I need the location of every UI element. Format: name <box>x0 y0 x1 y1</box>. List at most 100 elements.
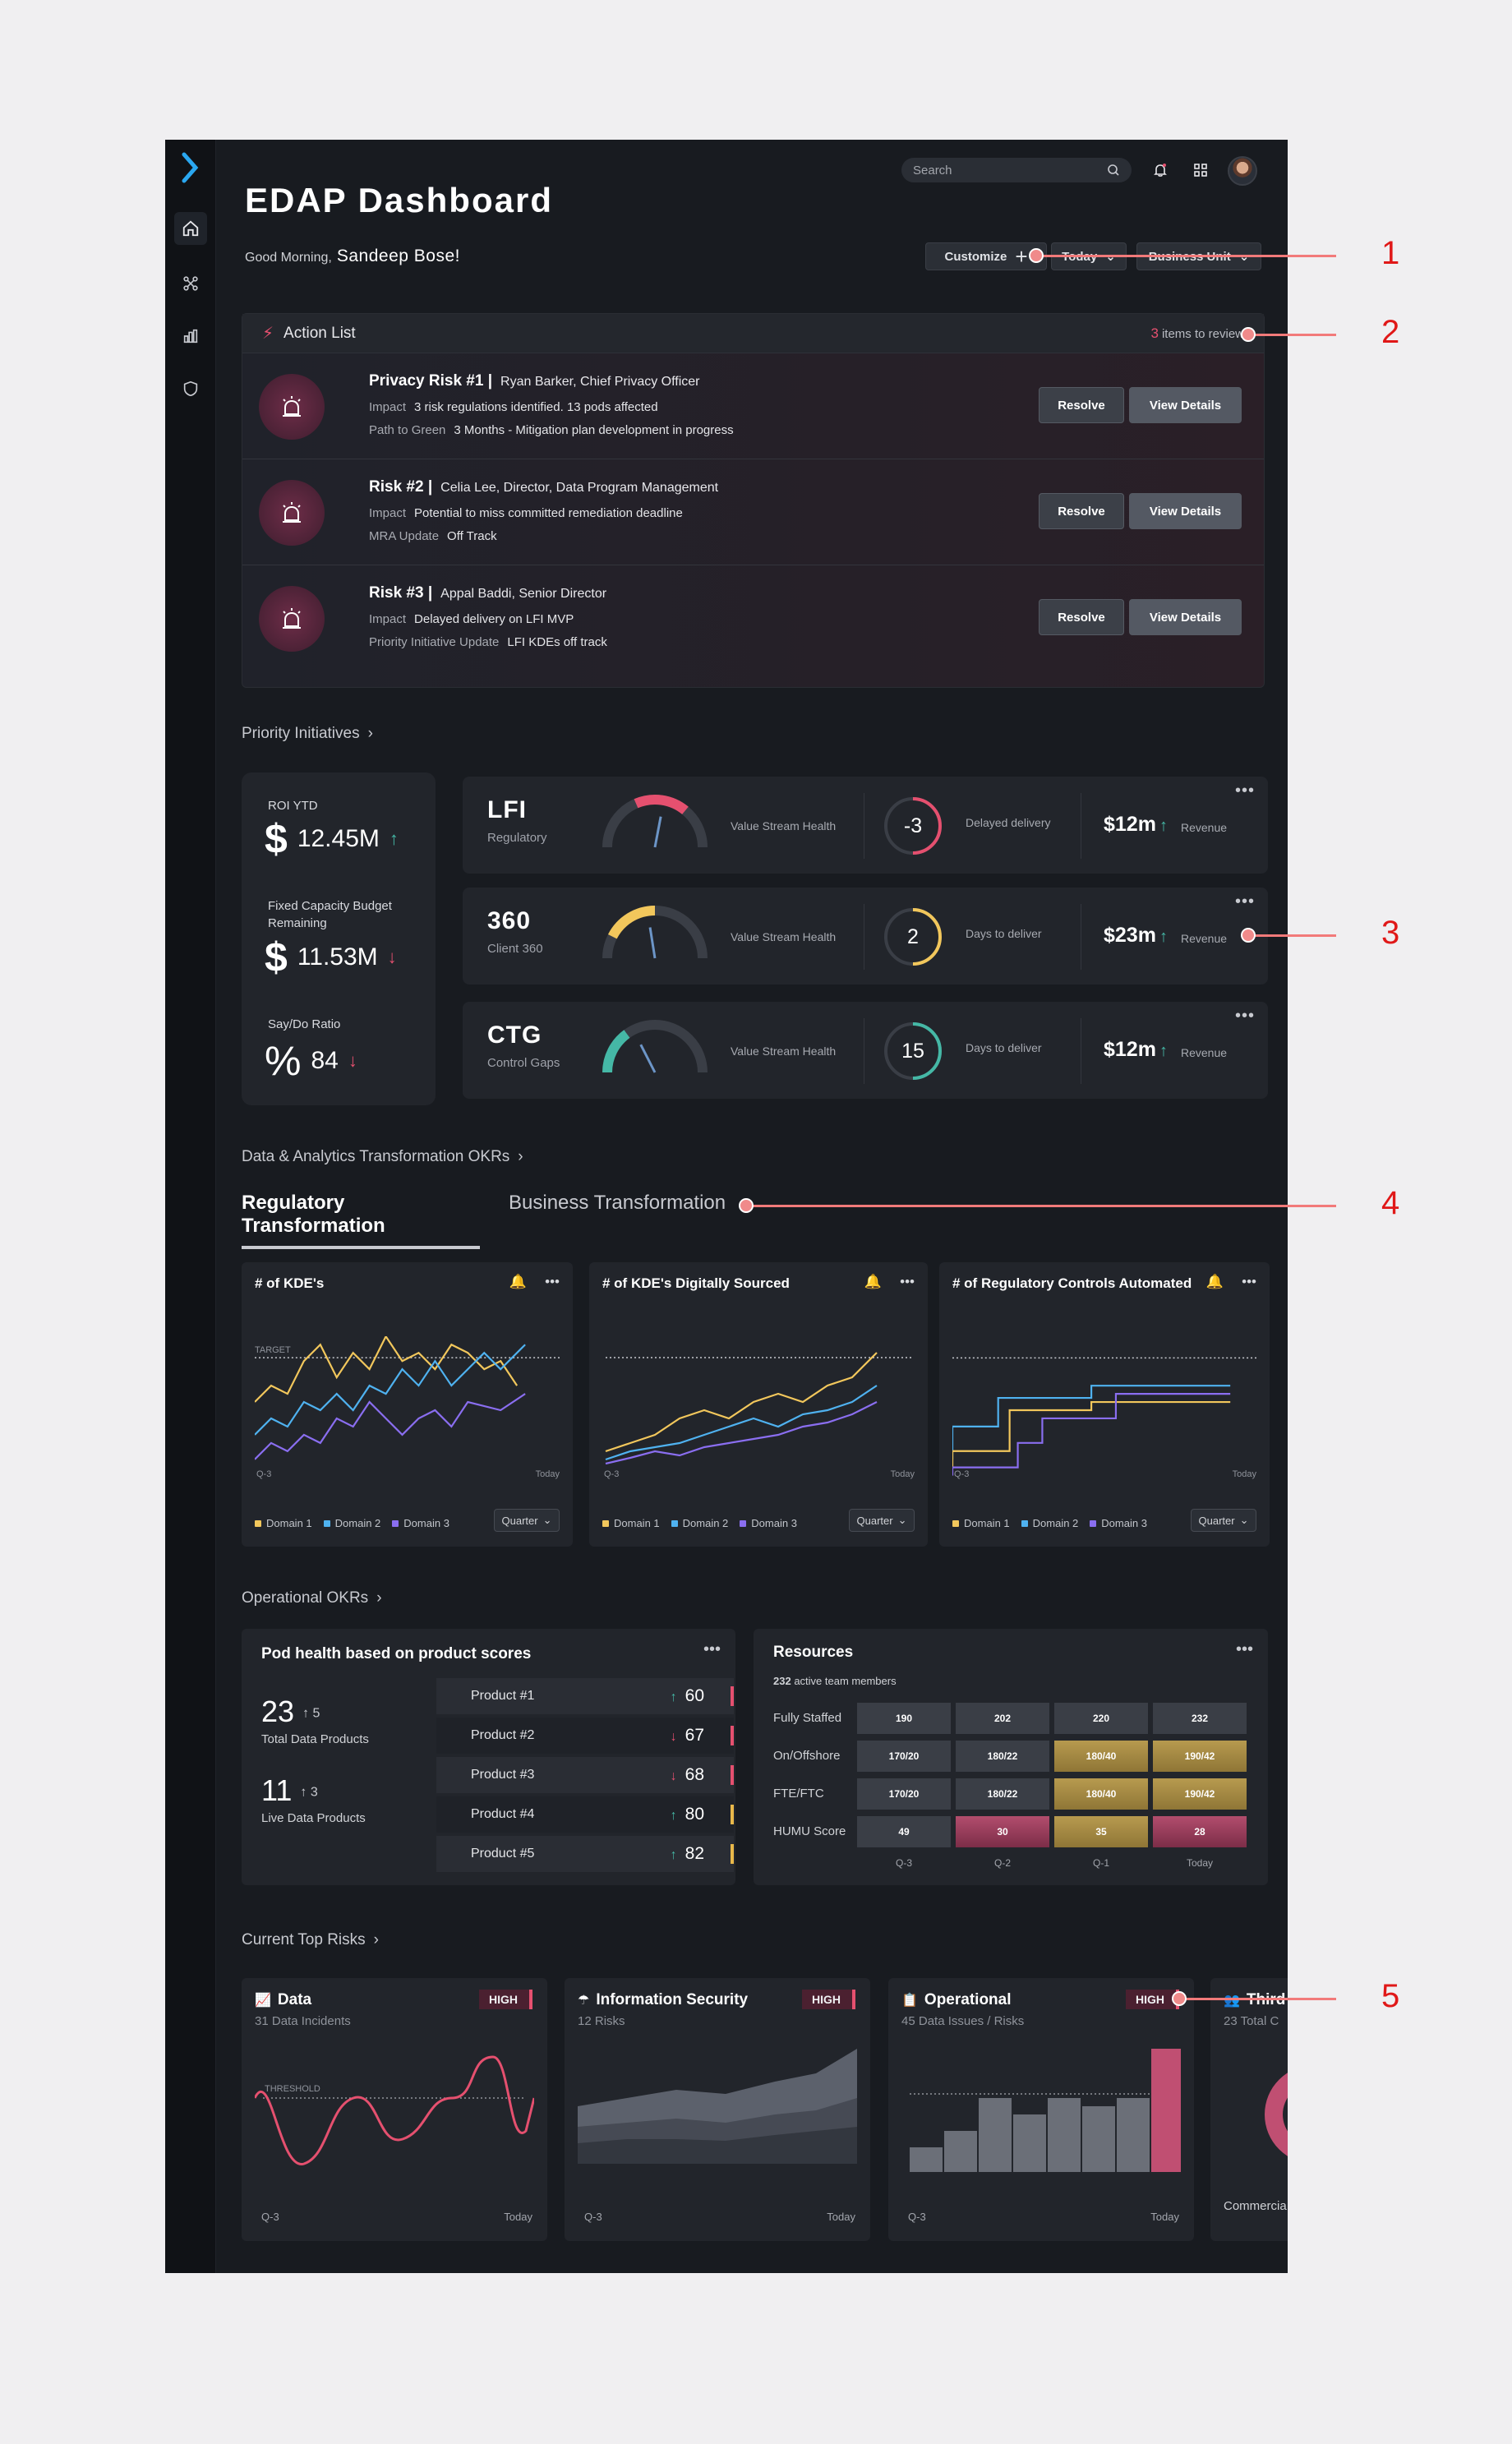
roi-summary-card: ROI YTD $12.45M ↑ Fixed Capacity Budget R… <box>242 772 436 1105</box>
bell-icon[interactable]: 🔔 <box>509 1274 527 1289</box>
quarter-dropdown[interactable]: Quarter ⌄ <box>494 1509 560 1532</box>
resource-cell[interactable]: 28 <box>1153 1816 1247 1847</box>
bell-icon[interactable]: 🔔 <box>864 1274 882 1289</box>
resource-cell[interactable]: 170/20 <box>857 1778 951 1810</box>
resolve-button[interactable]: Resolve <box>1039 493 1124 529</box>
x-start-label: Q-3 <box>604 1469 620 1479</box>
resolve-button[interactable]: Resolve <box>1039 387 1124 423</box>
top-risk-card[interactable]: 👥 Third 23 Total C Commercia <box>1210 1978 1288 2241</box>
product-score: ↑ 82 <box>671 1844 704 1864</box>
legend-label: Domain 3 <box>751 1517 797 1529</box>
legend-item[interactable]: Domain 3 <box>740 1517 797 1529</box>
legend-item[interactable]: Domain 1 <box>952 1517 1010 1529</box>
legend-item[interactable]: Domain 2 <box>1021 1517 1079 1529</box>
legend-item[interactable]: Domain 3 <box>392 1517 449 1529</box>
risk-card-name: Data <box>277 1991 312 2008</box>
more-icon[interactable]: ••• <box>1234 892 1255 911</box>
risk-card-title: 📈 Data <box>255 1991 311 2009</box>
legend-item[interactable]: Domain 2 <box>323 1517 380 1529</box>
search-input[interactable] <box>913 163 1107 178</box>
resource-cell[interactable]: 190/42 <box>1153 1741 1247 1772</box>
priority-initiatives-link[interactable]: Priority Initiatives › <box>242 725 373 743</box>
resource-cell[interactable]: 30 <box>956 1816 1049 1847</box>
more-icon[interactable]: ••• <box>1234 782 1255 800</box>
resource-cell[interactable]: 180/22 <box>956 1778 1049 1810</box>
view-details-button[interactable]: View Details <box>1129 387 1242 423</box>
revenue-value: $23m ↑ <box>1104 924 1168 948</box>
product-row[interactable]: Product #4 ↑ 80 <box>436 1796 734 1833</box>
legend-item[interactable]: Domain 3 <box>1090 1517 1147 1529</box>
legend-item[interactable]: Domain 1 <box>602 1517 660 1529</box>
arrow-down-icon: ↓ <box>348 1050 357 1071</box>
x-end-label: Today <box>890 1469 915 1479</box>
bell-icon[interactable]: 🔔 <box>1205 1274 1224 1289</box>
legend-item[interactable]: Domain 1 <box>255 1517 312 1529</box>
search-bar[interactable] <box>901 158 1132 182</box>
okr-line-chart <box>952 1357 1258 1476</box>
nav-home-icon[interactable] <box>174 212 207 245</box>
product-row[interactable]: Product #2 ↓ 67 <box>436 1718 734 1754</box>
more-icon[interactable]: ••• <box>1235 1640 1253 1658</box>
more-icon[interactable]: ••• <box>1242 1274 1256 1289</box>
resource-cell[interactable]: 35 <box>1054 1816 1148 1847</box>
more-icon[interactable]: ••• <box>545 1274 560 1289</box>
resource-cell[interactable]: 180/22 <box>956 1741 1049 1772</box>
legend-label: Domain 2 <box>1032 1517 1079 1529</box>
legend-item[interactable]: Domain 2 <box>671 1517 728 1529</box>
resource-cell[interactable]: 190 <box>857 1703 951 1734</box>
view-details-button[interactable]: View Details <box>1129 493 1242 529</box>
resource-cell[interactable]: 180/40 <box>1054 1741 1148 1772</box>
top-risk-card[interactable]: ☂ Information Security 12 Risks HIGH Q-3 Tod… <box>565 1978 870 2241</box>
more-icon[interactable]: ••• <box>1234 1007 1255 1025</box>
resource-cell[interactable]: 49 <box>857 1816 951 1847</box>
user-avatar[interactable] <box>1228 156 1257 186</box>
risk-bar <box>979 2098 1012 2172</box>
top-risks-link[interactable]: Current Top Risks › <box>242 1931 379 1949</box>
operational-okrs-link[interactable]: Operational OKRs › <box>242 1589 382 1607</box>
quarter-label: Quarter <box>856 1514 893 1527</box>
view-details-button[interactable]: View Details <box>1129 599 1242 635</box>
nav-shield-icon[interactable] <box>174 372 207 405</box>
nav-network-icon[interactable] <box>174 267 207 300</box>
resolve-button[interactable]: Resolve <box>1039 599 1124 635</box>
chevron-down-icon: ⌄ <box>897 1514 907 1526</box>
product-row[interactable]: Product #5 ↑ 82 <box>436 1836 734 1872</box>
more-icon[interactable]: ••• <box>703 1640 721 1658</box>
roi-value: 12.45M <box>297 825 380 852</box>
quarter-dropdown[interactable]: Quarter ⌄ <box>849 1509 915 1532</box>
tab-regulatory-transformation[interactable]: Regulatory Transformation <box>242 1192 480 1249</box>
resource-cell[interactable]: 202 <box>956 1703 1049 1734</box>
quarter-dropdown[interactable]: Quarter ⌄ <box>1191 1509 1256 1532</box>
product-row[interactable]: Product #3 ↓ 68 <box>436 1757 734 1793</box>
nav-chart-icon[interactable] <box>174 320 207 353</box>
okrs-link[interactable]: Data & Analytics Transformation OKRs › <box>242 1148 523 1166</box>
tab-business-transformation[interactable]: Business Transformation <box>509 1192 726 1214</box>
legend-label: Domain 3 <box>403 1517 449 1529</box>
apps-grid-icon[interactable] <box>1188 158 1213 182</box>
resource-cell[interactable]: 180/40 <box>1054 1778 1148 1810</box>
arrow-up-icon: ↑ <box>1159 1042 1168 1060</box>
health-gauge <box>602 906 708 959</box>
brand-chevron-logo[interactable] <box>180 151 201 184</box>
resource-cell[interactable]: 170/20 <box>857 1741 951 1772</box>
initiative-card[interactable]: 360 Client 360 Value Stream Health 2 Day… <box>463 888 1268 985</box>
top-risk-card[interactable]: 📋 Operational 45 Data Issues / Risks HIGH Q… <box>888 1978 1194 2241</box>
initiative-card[interactable]: CTG Control Gaps Value Stream Health 15 … <box>463 1002 1268 1099</box>
bell-icon[interactable] <box>1148 158 1173 182</box>
total-delta-value: 5 <box>312 1706 320 1721</box>
resource-cell[interactable]: 232 <box>1153 1703 1247 1734</box>
target-label: TARGET <box>255 1345 291 1355</box>
legend-swatch <box>671 1520 678 1527</box>
resource-cell[interactable]: 190/42 <box>1153 1778 1247 1810</box>
resource-cell[interactable]: 220 <box>1054 1703 1148 1734</box>
x-start-label: Q-3 <box>908 2211 926 2223</box>
legend-swatch <box>740 1520 747 1527</box>
top-risk-card[interactable]: 📈 Data 31 Data Incidents HIGH Q-3 Today THRES… <box>242 1978 547 2241</box>
callout-dot <box>1029 248 1044 263</box>
arrow-up-icon: ↑ <box>1159 928 1168 946</box>
initiative-card[interactable]: LFI Regulatory Value Stream Health -3 De… <box>463 777 1268 874</box>
score-value: 67 <box>685 1726 704 1745</box>
customize-button[interactable]: Customize + <box>925 242 1047 270</box>
product-row[interactable]: Product #1 ↑ 60 <box>436 1678 734 1714</box>
more-icon[interactable]: ••• <box>900 1274 915 1289</box>
